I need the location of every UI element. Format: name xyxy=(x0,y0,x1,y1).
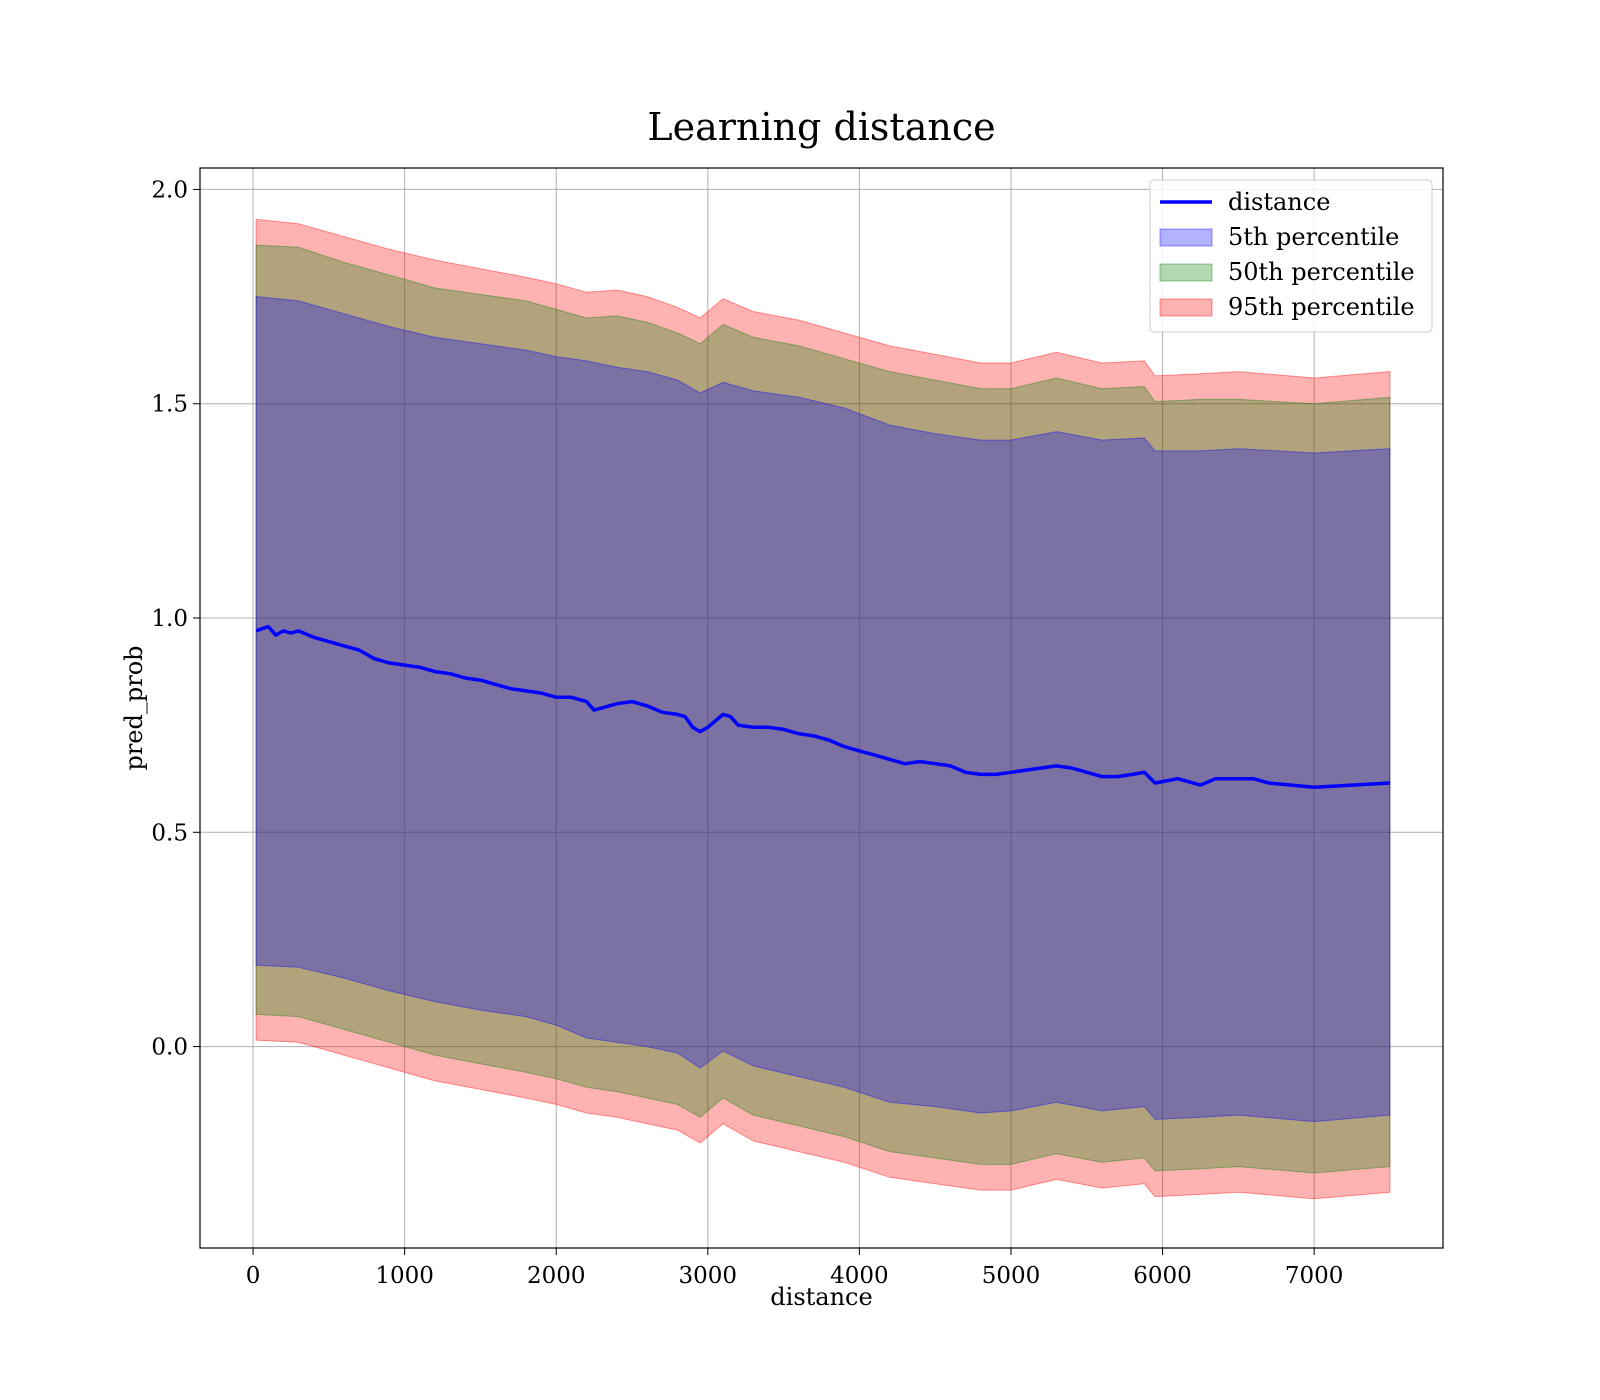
y-tick-label: 0.0 xyxy=(151,1035,188,1061)
percentile-bands xyxy=(255,218,1391,1200)
legend-swatch xyxy=(1159,298,1213,317)
x-tick-label: 3000 xyxy=(679,1263,738,1289)
x-tick-label: 5000 xyxy=(982,1263,1041,1289)
band-50th-percentile xyxy=(255,244,1391,1174)
legend-label: 95th percentile xyxy=(1228,293,1415,321)
y-tick-label: 2.0 xyxy=(151,177,188,203)
legend-box xyxy=(1149,179,1433,333)
x-tick-label: 6000 xyxy=(1133,1263,1192,1289)
chart-title: Learning distance xyxy=(647,105,995,149)
legend-label: 5th percentile xyxy=(1228,223,1399,251)
x-axis-ticks: 0 1000 2000 3000 4000 5000 6000 7000 xyxy=(246,1248,1344,1289)
plot-frame xyxy=(199,167,1444,1249)
band-5th-percentile xyxy=(255,296,1391,1123)
y-axis-label: pred_prob xyxy=(120,645,148,770)
legend-swatch xyxy=(1159,263,1213,282)
legend: distance 5th percentile 50th percentile 95t… xyxy=(1149,179,1433,333)
band-95th-percentile xyxy=(255,218,1391,1200)
y-axis-ticks: 0.0 0.5 1.0 1.5 2.0 xyxy=(151,177,200,1061)
x-tick-label: 4000 xyxy=(830,1263,889,1289)
y-tick-label: 1.0 xyxy=(151,606,188,632)
x-tick-label: 2000 xyxy=(527,1263,586,1289)
y-tick-label: 0.5 xyxy=(151,820,188,846)
series-lines xyxy=(255,624,1390,790)
series-line-distance xyxy=(255,624,1390,790)
x-axis-label: distance xyxy=(770,1283,872,1311)
legend-label: distance xyxy=(1228,188,1330,216)
x-tick-label: 0 xyxy=(246,1263,261,1289)
y-tick-label: 1.5 xyxy=(151,392,188,418)
legend-swatch xyxy=(1159,228,1213,247)
legend-label: 50th percentile xyxy=(1228,258,1415,286)
x-tick-label: 7000 xyxy=(1285,1263,1344,1289)
x-tick-label: 1000 xyxy=(375,1263,434,1289)
